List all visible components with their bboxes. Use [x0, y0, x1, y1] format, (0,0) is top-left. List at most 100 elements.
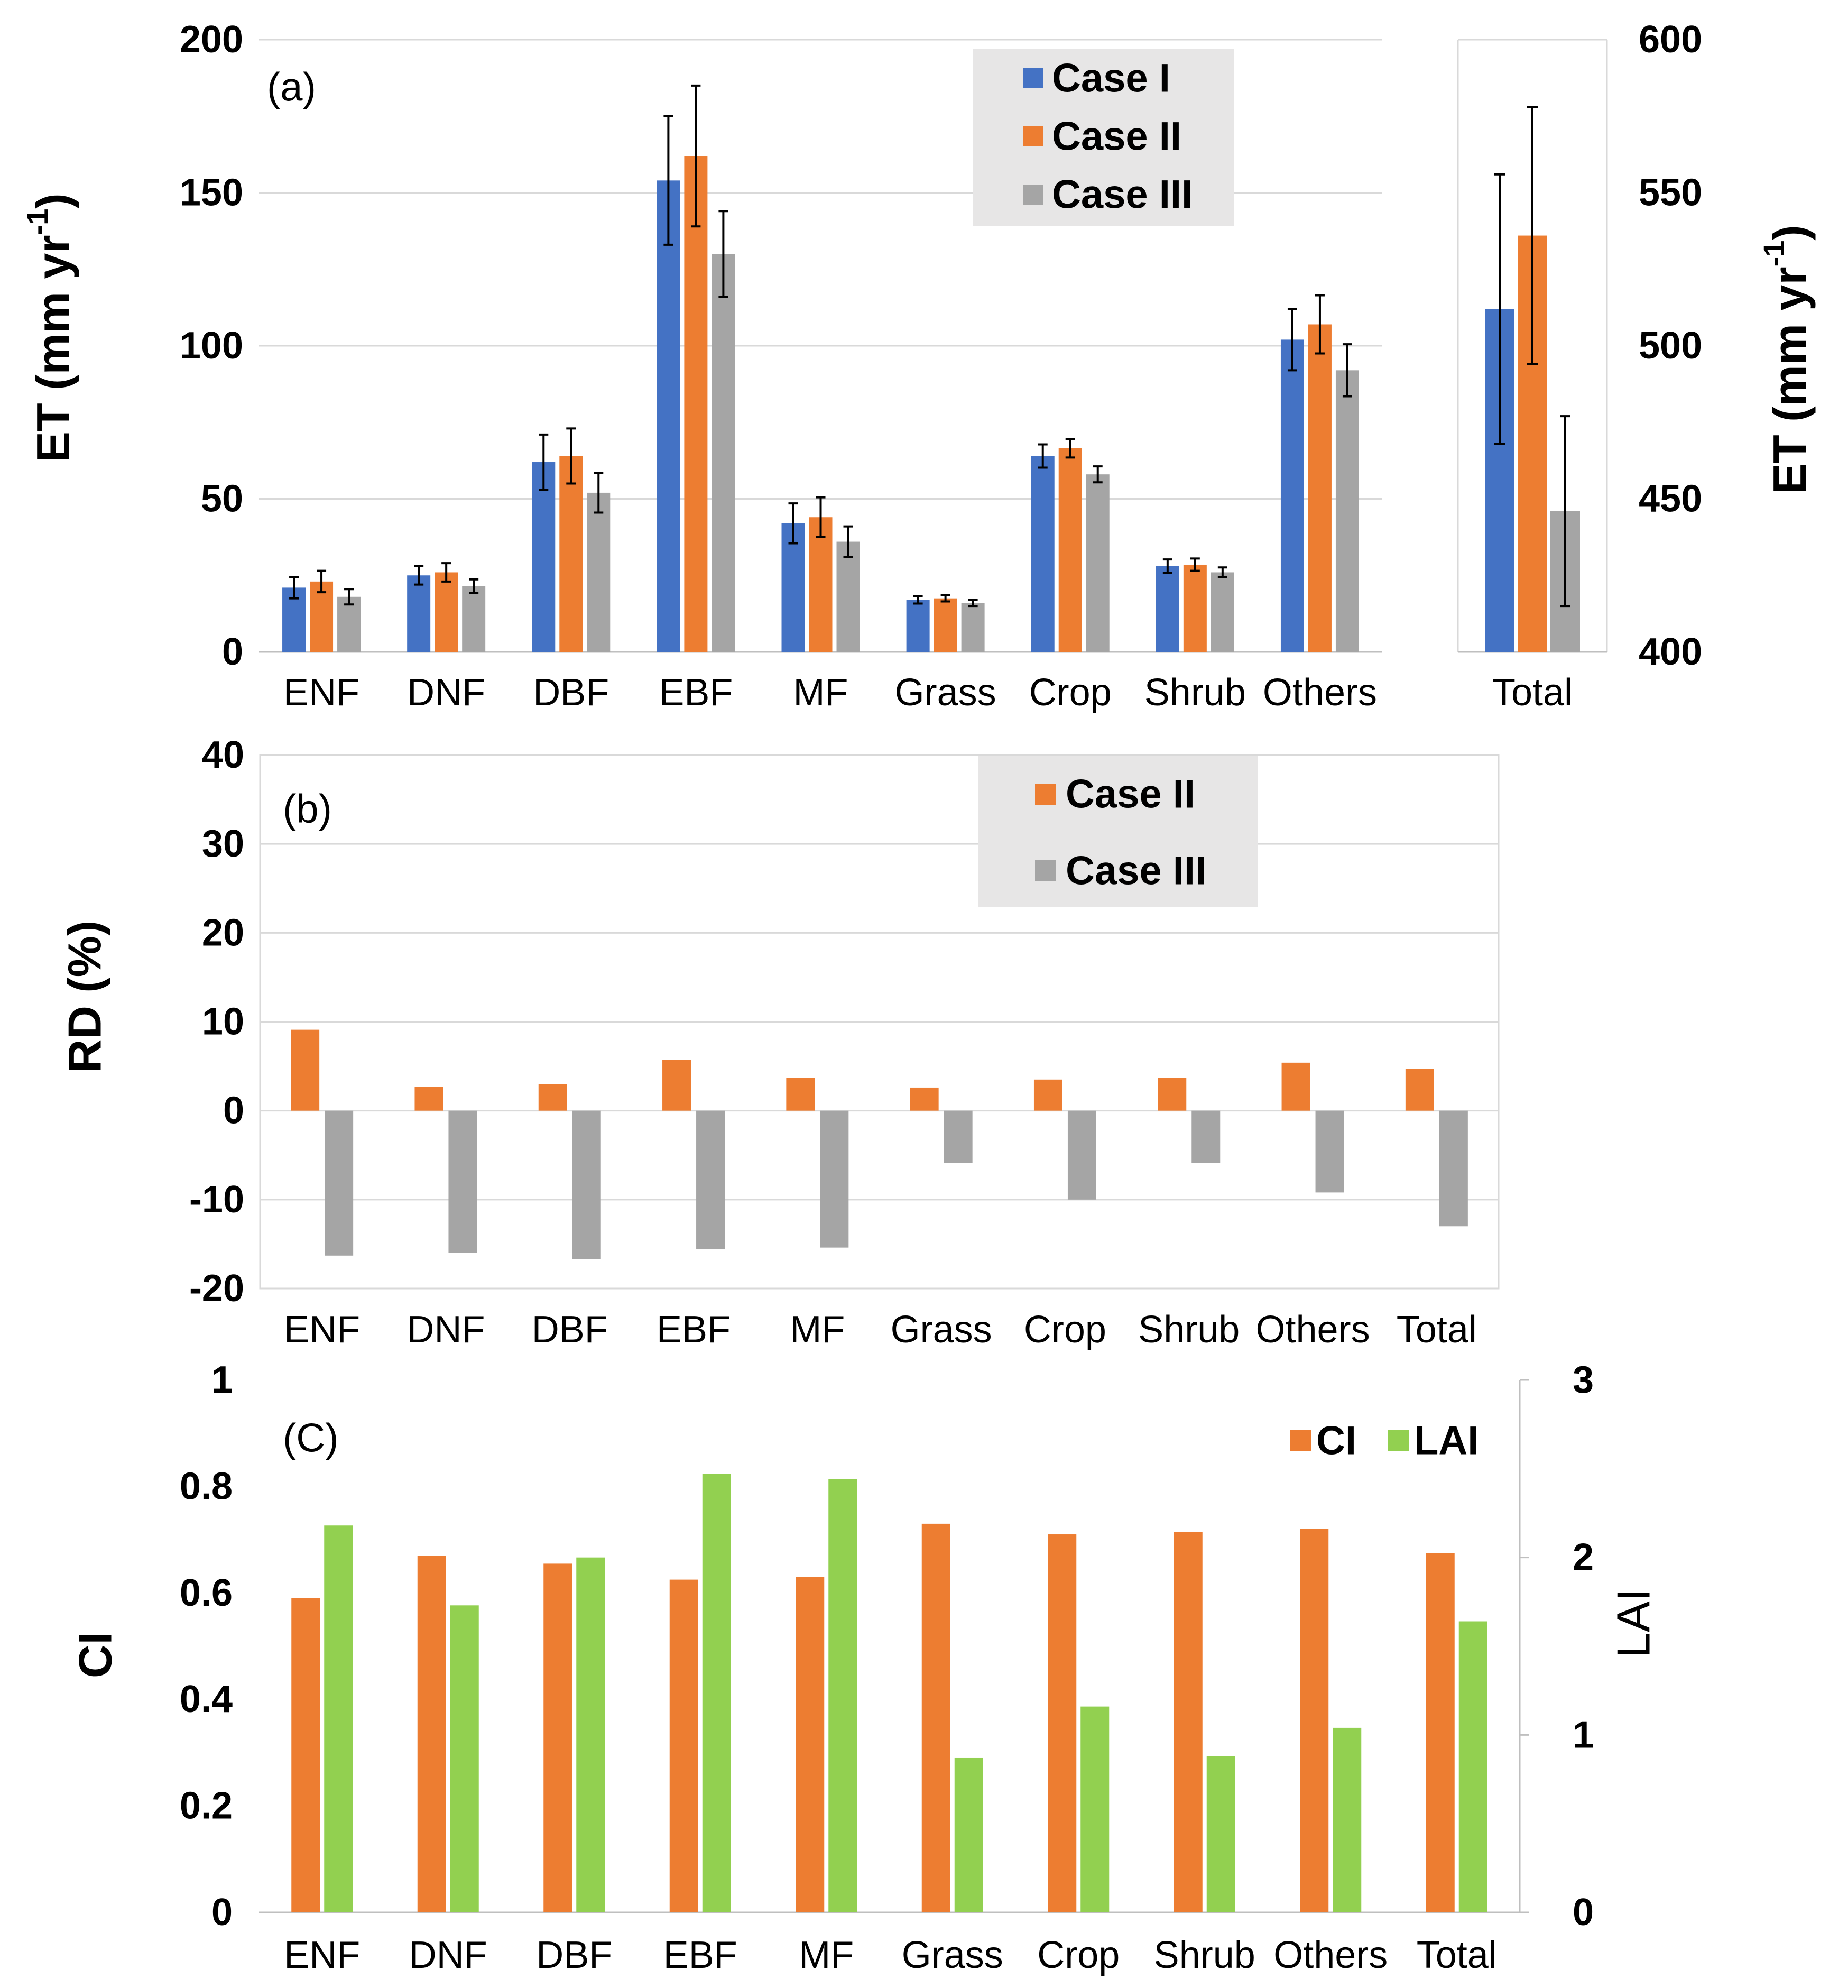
x-tick-label: Total [1417, 1934, 1497, 1976]
bar [543, 1563, 572, 1912]
x-tick-label: ENF [284, 1934, 360, 1976]
y-axis-title-close: ) [27, 193, 79, 208]
legend-label: Case II [1052, 114, 1181, 159]
y2-axis-title-sup: -1 [1757, 241, 1790, 267]
bar [1335, 370, 1359, 652]
bar [1086, 474, 1110, 652]
bar [1067, 1110, 1096, 1200]
x-tick-label: MF [790, 1309, 845, 1351]
y2-tick-label: 450 [1639, 478, 1702, 520]
x-tick-label: Crop [1029, 671, 1112, 714]
y-tick-label: 0.6 [180, 1572, 233, 1614]
bar [1058, 448, 1082, 652]
y2-tick-label: 500 [1639, 325, 1702, 367]
y-axis-title: CI [69, 1632, 122, 1678]
bar [820, 1110, 849, 1248]
y2-tick-label: 1 [1573, 1714, 1594, 1756]
bar [587, 492, 611, 652]
legend-label: CI [1316, 1419, 1356, 1464]
x-tick-label: EBF [657, 1309, 731, 1351]
y-tick-label: 0.8 [180, 1465, 233, 1507]
bar [809, 517, 833, 652]
bar [1080, 1706, 1110, 1912]
y-axis-title: RD (%) [59, 921, 111, 1073]
y-tick-label: 50 [201, 478, 243, 520]
y-tick-label: 0.4 [180, 1678, 233, 1720]
panel-c: 0 0.2 0.4 0.6 0.8 1 0 1 2 3 ENF DNF DBF EBF MF Grass Cro… [69, 1359, 1660, 1976]
y-tick-label: 0 [223, 1090, 244, 1132]
legend-label: Case III [1052, 172, 1193, 217]
legend-swatch [1035, 784, 1056, 805]
legend-swatch [1023, 185, 1043, 205]
bar [1280, 339, 1304, 652]
bar [1333, 1727, 1362, 1912]
legend-label: LAI [1414, 1419, 1479, 1464]
x-tick-label: Shrub [1144, 671, 1246, 714]
bar [576, 1557, 605, 1912]
legend-label: Case II [1066, 772, 1195, 817]
bar [462, 586, 486, 652]
y-axis-title-main: ET (mm yr [27, 235, 79, 462]
x-tick-label: ENF [284, 1309, 360, 1351]
bar [538, 1084, 567, 1111]
legend-swatch [1023, 126, 1043, 146]
bar [1033, 1079, 1062, 1111]
bar [1281, 1062, 1310, 1111]
x-tick-label: EBF [659, 671, 733, 714]
y-tick-label: 10 [202, 1001, 244, 1043]
x-tick-label: DBF [536, 1934, 612, 1976]
y-tick-label: 0 [211, 1891, 233, 1934]
bar [906, 600, 930, 652]
bar [1174, 1531, 1203, 1912]
bar [448, 1110, 477, 1253]
x-tick-label: Crop [1024, 1309, 1106, 1351]
bar [324, 1525, 353, 1912]
y-tick-label: 1 [211, 1359, 233, 1401]
legend-label: Case I [1052, 56, 1170, 101]
panel-label: (C) [283, 1416, 339, 1461]
y2-axis-title-close: ) [1763, 225, 1816, 240]
y-axis-title-sup: -1 [21, 209, 54, 235]
bar [1158, 1078, 1187, 1111]
bar [781, 523, 805, 652]
bar [954, 1757, 983, 1912]
y-tick-label: 100 [180, 325, 243, 367]
y2-axis-title-main: ET (mm yr [1763, 266, 1816, 494]
panel-a: 0 50 100 150 200 ENF DNF DBF EBF MF Grass Crop Shrub… [21, 19, 1816, 714]
x-tick-label: DBF [533, 671, 609, 714]
x-tick-label: MF [793, 671, 848, 714]
x-tick-label: DBF [532, 1309, 608, 1351]
y-tick-label: 0.2 [180, 1785, 233, 1827]
y2-tick-label: 3 [1573, 1359, 1594, 1401]
legend-swatch [1388, 1430, 1409, 1451]
y-tick-label: 0 [222, 631, 243, 673]
y-tick-label: 30 [202, 823, 244, 865]
bar [702, 1474, 731, 1912]
bar [836, 541, 860, 652]
bar [559, 456, 583, 652]
x-tick-label: Others [1263, 671, 1377, 714]
y2-axis-title: LAI [1607, 1588, 1660, 1658]
bar [532, 462, 556, 652]
bar [414, 1087, 443, 1111]
x-tick-label: Shrub [1138, 1309, 1240, 1351]
bar [696, 1110, 725, 1250]
bar [910, 1087, 939, 1111]
bar [1048, 1534, 1077, 1912]
y-tick-label: 150 [180, 172, 243, 214]
legend-swatch [1035, 860, 1056, 881]
bar [1156, 566, 1179, 652]
y2-axis-title: ET (mm yr-1) [1757, 225, 1816, 494]
y-tick-label: -20 [189, 1267, 244, 1310]
bar [417, 1556, 446, 1912]
bar [1300, 1529, 1329, 1912]
x-tick-label: Total [1397, 1309, 1477, 1351]
y-tick-label: 200 [180, 19, 243, 61]
bar [934, 598, 957, 652]
bar [450, 1605, 479, 1912]
y2-tick-label: 400 [1639, 631, 1702, 673]
bar [325, 1110, 354, 1256]
legend-swatch [1290, 1430, 1311, 1451]
bar [572, 1110, 601, 1259]
